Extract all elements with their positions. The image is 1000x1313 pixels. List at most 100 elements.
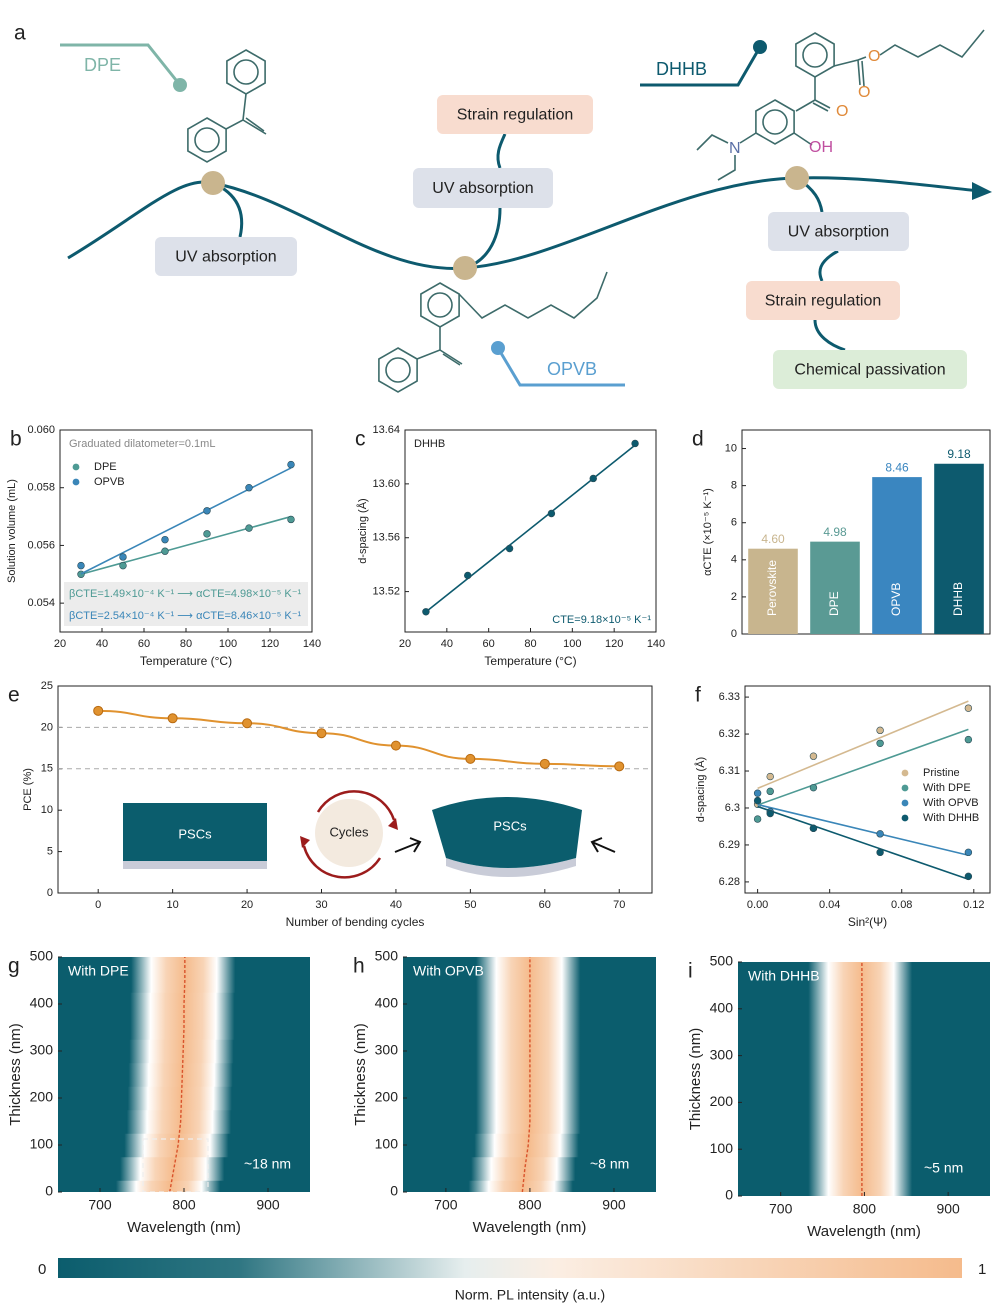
heatmap-row xyxy=(58,1133,310,1158)
x-axis-label: Sin²(Ψ) xyxy=(848,915,887,929)
y-tick-label: 6.33 xyxy=(719,691,740,703)
device-flat xyxy=(123,803,267,861)
colorbar-max: 1 xyxy=(978,1261,986,1278)
label-box xyxy=(413,168,553,208)
category-label: OPVB xyxy=(889,583,903,616)
node xyxy=(201,171,225,195)
x-axis-label: Wavelength (nm) xyxy=(807,1223,921,1240)
panel-letter: i xyxy=(688,960,693,983)
legend-label: Pristine xyxy=(923,767,960,779)
value-label: 8.46 xyxy=(885,460,909,474)
legend-label: OPVB xyxy=(94,476,125,488)
x-tick-label: 60 xyxy=(483,638,495,650)
x-tick-label: 60 xyxy=(138,638,150,650)
tag-line xyxy=(640,46,762,87)
point xyxy=(422,608,430,616)
point xyxy=(547,509,556,518)
box-label: UV absorption xyxy=(432,180,533,197)
heatmap-row xyxy=(58,1086,310,1111)
point xyxy=(316,728,327,739)
y-tick-label: 0.058 xyxy=(27,482,55,494)
x-tick-label: 0.12 xyxy=(963,899,984,911)
point xyxy=(753,815,762,823)
x-tick-label: 0.08 xyxy=(891,899,912,911)
x-tick-label: 0.04 xyxy=(819,899,840,911)
heatmap-row xyxy=(403,957,656,970)
box-label: Chemical passivation xyxy=(794,362,945,379)
point xyxy=(766,772,774,781)
y-tick-label: 6.32 xyxy=(719,728,740,740)
y-tick-label: 6 xyxy=(731,517,737,529)
bond xyxy=(696,29,985,181)
bar xyxy=(934,463,984,634)
y-tick-label: 0 xyxy=(45,1183,53,1199)
heatmap-row xyxy=(738,973,990,998)
y-tick-label: 0 xyxy=(731,628,737,640)
y-tick-label: 0 xyxy=(725,1187,733,1203)
y-tick-label: 100 xyxy=(710,1140,734,1156)
x-tick-label: 80 xyxy=(524,638,536,650)
legend-marker xyxy=(901,769,909,777)
x-tick-label: 40 xyxy=(390,899,402,911)
x-tick-label: 900 xyxy=(256,1197,280,1213)
fit-note: CTE=9.18×10⁻⁵ K⁻¹ xyxy=(552,614,651,626)
heatmap-row xyxy=(738,962,990,975)
fit-line xyxy=(757,728,969,806)
data-line xyxy=(98,709,620,768)
heatmap xyxy=(58,957,310,1192)
x-tick-label: 40 xyxy=(96,638,108,650)
legend-label: With DPE xyxy=(923,782,971,794)
x-tick-label: 700 xyxy=(88,1197,112,1213)
point xyxy=(766,787,774,796)
atom: O xyxy=(836,103,848,120)
x-tick-label: 20 xyxy=(399,638,411,650)
arrow-head xyxy=(972,182,992,200)
heatmap-row xyxy=(403,1156,656,1181)
point xyxy=(465,753,476,764)
category-label: DHHB xyxy=(951,582,965,616)
tag-dot xyxy=(173,78,187,92)
tag-line xyxy=(60,43,182,86)
fit-line xyxy=(757,803,969,857)
point xyxy=(876,726,884,735)
fit-line xyxy=(757,805,969,881)
label-box xyxy=(768,212,909,251)
point xyxy=(964,872,973,881)
x-tick-label: 700 xyxy=(434,1197,458,1213)
fit-note: βCTE=2.54×10⁻⁴ K⁻¹ ⟶ αCTE=8.46×10⁻⁵ K⁻¹ xyxy=(69,610,302,622)
x-tick-label: 800 xyxy=(853,1201,877,1217)
tag-label: DPE xyxy=(84,55,121,75)
y-tick-label: 500 xyxy=(375,948,399,964)
heatmap-row xyxy=(403,1180,656,1192)
heatmap-note: ~5 nm xyxy=(924,1160,963,1176)
y-tick-label: 25 xyxy=(41,680,53,692)
y-tick-label: 500 xyxy=(30,948,54,964)
legend-marker xyxy=(72,478,80,486)
fit-line xyxy=(757,700,969,790)
y-tick-label: 200 xyxy=(710,1093,734,1109)
fit-line xyxy=(80,467,292,575)
y-tick-label: 200 xyxy=(375,1089,399,1105)
atom: O xyxy=(868,48,880,65)
node xyxy=(785,166,809,190)
legend-marker xyxy=(72,463,80,471)
y-tick-label: 400 xyxy=(710,1000,734,1016)
plot-frame xyxy=(404,429,657,633)
point xyxy=(161,547,169,555)
x-axis-label: Wavelength (nm) xyxy=(473,1219,587,1236)
tag-dot xyxy=(753,40,767,54)
molecule-ring xyxy=(378,347,418,393)
heatmap-row xyxy=(58,968,310,993)
panel-letter: h xyxy=(353,955,365,978)
atom: OH xyxy=(809,139,833,156)
cycle-circle xyxy=(315,799,383,867)
colorbar-min: 0 xyxy=(38,1261,46,1278)
y-axis-label: Solution volume (mL) xyxy=(6,479,18,583)
ring-inner xyxy=(194,127,220,153)
y-tick-label: 0.060 xyxy=(27,424,55,436)
y-tick-label: 5 xyxy=(47,846,53,858)
point xyxy=(203,530,211,538)
peak-line xyxy=(169,957,186,1192)
device-bent xyxy=(432,797,582,868)
heatmap-label: With DHHB xyxy=(748,968,820,984)
